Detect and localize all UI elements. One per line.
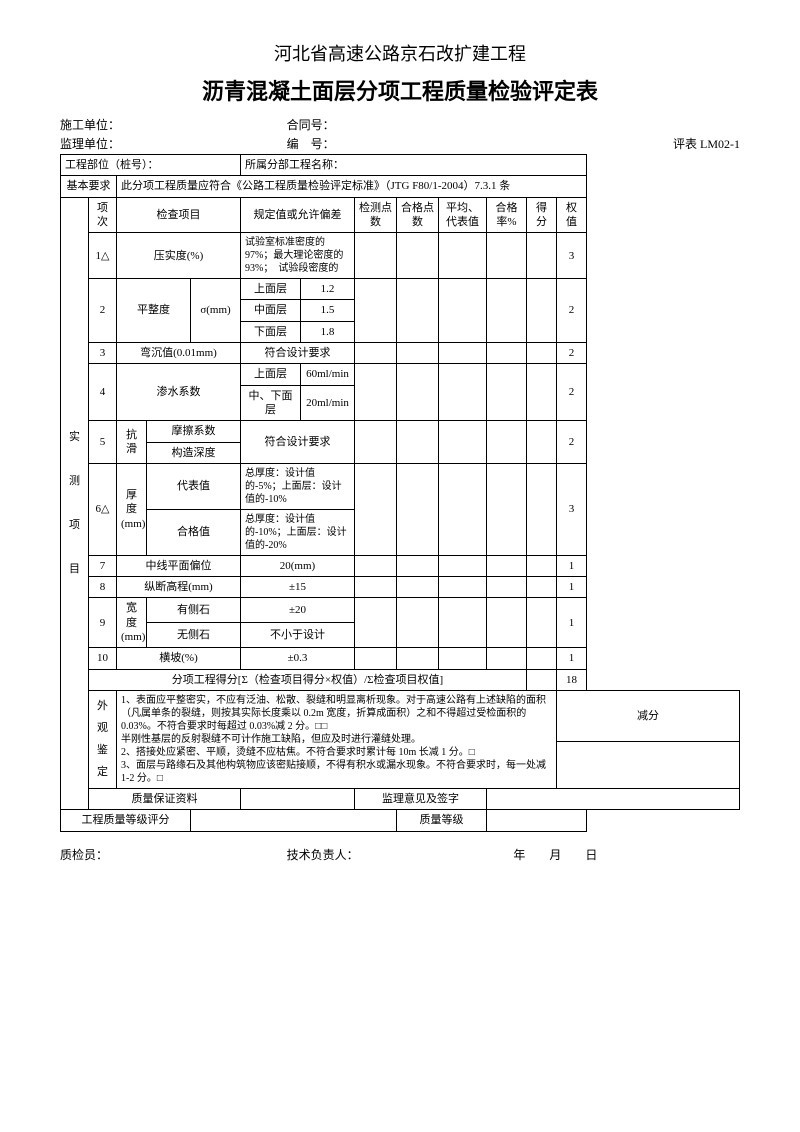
grade-value bbox=[487, 810, 587, 831]
r4-s1v: 60ml/min bbox=[301, 364, 355, 385]
qa-label: 质量保证资料 bbox=[89, 788, 241, 809]
r3-seq: 3 bbox=[89, 343, 117, 364]
footer-row: 质检员： 技术负责人： 年 月 日 bbox=[60, 846, 740, 863]
r6-item: 厚度(mm) bbox=[117, 463, 147, 555]
r4-s2v: 20ml/min bbox=[301, 385, 355, 421]
qa-value bbox=[241, 788, 355, 809]
r4-weight: 2 bbox=[557, 364, 587, 421]
r1-weight: 3 bbox=[557, 233, 587, 279]
supervision-unit-label: 监理单位： bbox=[60, 135, 287, 152]
r5-sub2: 构造深度 bbox=[147, 442, 241, 463]
r3-spec: 符合设计要求 bbox=[241, 343, 355, 364]
r8-spec: ±15 bbox=[241, 577, 355, 598]
basic-req-label: 基本要求 bbox=[61, 176, 117, 197]
opinion-value bbox=[487, 788, 740, 809]
footer-date: 年 月 日 bbox=[513, 846, 740, 863]
grade-label: 质量等级 bbox=[397, 810, 487, 831]
main-table: 工程部位（桩号）： 所属分部工程名称： 基本要求 此分项工程质量应符合《公路工程… bbox=[60, 154, 740, 832]
r5-item: 抗滑 bbox=[117, 421, 147, 464]
r9-weight: 1 bbox=[557, 598, 587, 648]
project-part-label: 工程部位（桩号）： bbox=[61, 155, 241, 176]
deduct-label: 减分 bbox=[557, 690, 740, 741]
r7-weight: 1 bbox=[557, 555, 587, 576]
side-label: 实测项目 bbox=[61, 197, 89, 810]
contract-label: 合同号： bbox=[287, 116, 514, 133]
r10-seq: 10 bbox=[89, 648, 117, 669]
col-score: 得分 bbox=[527, 197, 557, 233]
r10-spec: ±0.3 bbox=[241, 648, 355, 669]
r2-weight: 2 bbox=[557, 279, 587, 343]
form-code: 评表 LM02-1 bbox=[513, 135, 740, 152]
header-line1: 河北省高速公路京石改扩建工程 bbox=[60, 40, 740, 66]
r2-s2v: 1.5 bbox=[301, 300, 355, 321]
r10-item: 横坡(%) bbox=[117, 648, 241, 669]
header-line2: 沥青混凝土面层分项工程质量检验评定表 bbox=[60, 74, 740, 106]
r4-item: 渗水系数 bbox=[117, 364, 241, 421]
r4-seq: 4 bbox=[89, 364, 117, 421]
r8-weight: 1 bbox=[557, 577, 587, 598]
r2-seq: 2 bbox=[89, 279, 117, 343]
r6-sub2: 合格值 bbox=[147, 509, 241, 555]
subproject-label: 所属分部工程名称： bbox=[241, 155, 587, 176]
subtotal-weight: 18 bbox=[557, 669, 587, 690]
footer-tech: 技术负责人： bbox=[287, 846, 514, 863]
r4-s2l: 中、下面层 bbox=[241, 385, 301, 421]
r5-seq: 5 bbox=[89, 421, 117, 464]
col-item: 检查项目 bbox=[117, 197, 241, 233]
r7-item: 中线平面偏位 bbox=[117, 555, 241, 576]
footer-inspector: 质检员： bbox=[60, 846, 287, 863]
r10-weight: 1 bbox=[557, 648, 587, 669]
col-rate: 合格率% bbox=[487, 197, 527, 233]
r3-item: 弯沉值(0.01mm) bbox=[117, 343, 241, 364]
serial-label: 编 号： bbox=[287, 135, 514, 152]
col-seq: 项次 bbox=[89, 197, 117, 233]
col-avg: 平均、代表值 bbox=[439, 197, 487, 233]
construction-unit-label: 施工单位： bbox=[60, 116, 287, 133]
r2-s3l: 下面层 bbox=[241, 321, 301, 342]
r7-spec: 20(mm) bbox=[241, 555, 355, 576]
r8-item: 纵断高程(mm) bbox=[117, 577, 241, 598]
r8-seq: 8 bbox=[89, 577, 117, 598]
meta-row-2: 监理单位： 编 号： 评表 LM02-1 bbox=[60, 135, 740, 152]
opinion-label: 监理意见及签字 bbox=[355, 788, 487, 809]
r5-weight: 2 bbox=[557, 421, 587, 464]
r4-s1l: 上面层 bbox=[241, 364, 301, 385]
col-qualified: 合格点数 bbox=[397, 197, 439, 233]
grade-score-value bbox=[191, 810, 397, 831]
col-points: 检测点数 bbox=[355, 197, 397, 233]
r6-spec1: 总厚度：设计值的-5%；上面层：设计值的-10% bbox=[241, 463, 355, 509]
r9-item: 宽度(mm) bbox=[117, 598, 147, 648]
deduct-value bbox=[557, 741, 740, 788]
r2-s2l: 中面层 bbox=[241, 300, 301, 321]
r9-spec1: ±20 bbox=[241, 598, 355, 623]
r1-spec: 试验室标准密度的97%；最大理论密度的93%； 试验段密度的 bbox=[241, 233, 355, 279]
r2-s1l: 上面层 bbox=[241, 279, 301, 300]
r6-sub1: 代表值 bbox=[147, 463, 241, 509]
r9-spec2: 不小于设计 bbox=[241, 623, 355, 648]
r9-seq: 9 bbox=[89, 598, 117, 648]
r9-sub1: 有侧石 bbox=[147, 598, 241, 623]
r2-s1v: 1.2 bbox=[301, 279, 355, 300]
r1-item: 压实度(%) bbox=[117, 233, 241, 279]
col-weight: 权值 bbox=[557, 197, 587, 233]
r6-seq: 6△ bbox=[89, 463, 117, 555]
appearance-text: 1、表面应平整密实，不应有泛油、松散、裂缝和明显离析现象。对于高速公路有上述缺陷… bbox=[117, 690, 557, 788]
r6-weight: 3 bbox=[557, 463, 587, 555]
subtotal-label: 分项工程得分[Σ（检查项目得分×权值）/Σ检查项目权值] bbox=[89, 669, 527, 690]
r6-spec2: 总厚度：设计值的-10%；上面层：设计值的-20% bbox=[241, 509, 355, 555]
appearance-label: 外观鉴定 bbox=[89, 690, 117, 788]
r2-s3v: 1.8 bbox=[301, 321, 355, 342]
r9-sub2: 无侧石 bbox=[147, 623, 241, 648]
r1-seq: 1△ bbox=[89, 233, 117, 279]
r5-spec: 符合设计要求 bbox=[241, 421, 355, 464]
col-spec: 规定值或允许偏差 bbox=[241, 197, 355, 233]
meta-row-1: 施工单位： 合同号： bbox=[60, 116, 740, 133]
grade-score-label: 工程质量等级评分 bbox=[61, 810, 191, 831]
r5-sub1: 摩擦系数 bbox=[147, 421, 241, 442]
r7-seq: 7 bbox=[89, 555, 117, 576]
r2-sub: σ(mm) bbox=[191, 279, 241, 343]
r2-item: 平整度 bbox=[117, 279, 191, 343]
basic-req-text: 此分项工程质量应符合《公路工程质量检验评定标准》（JTG F80/1-2004）… bbox=[117, 176, 587, 197]
r3-weight: 2 bbox=[557, 343, 587, 364]
